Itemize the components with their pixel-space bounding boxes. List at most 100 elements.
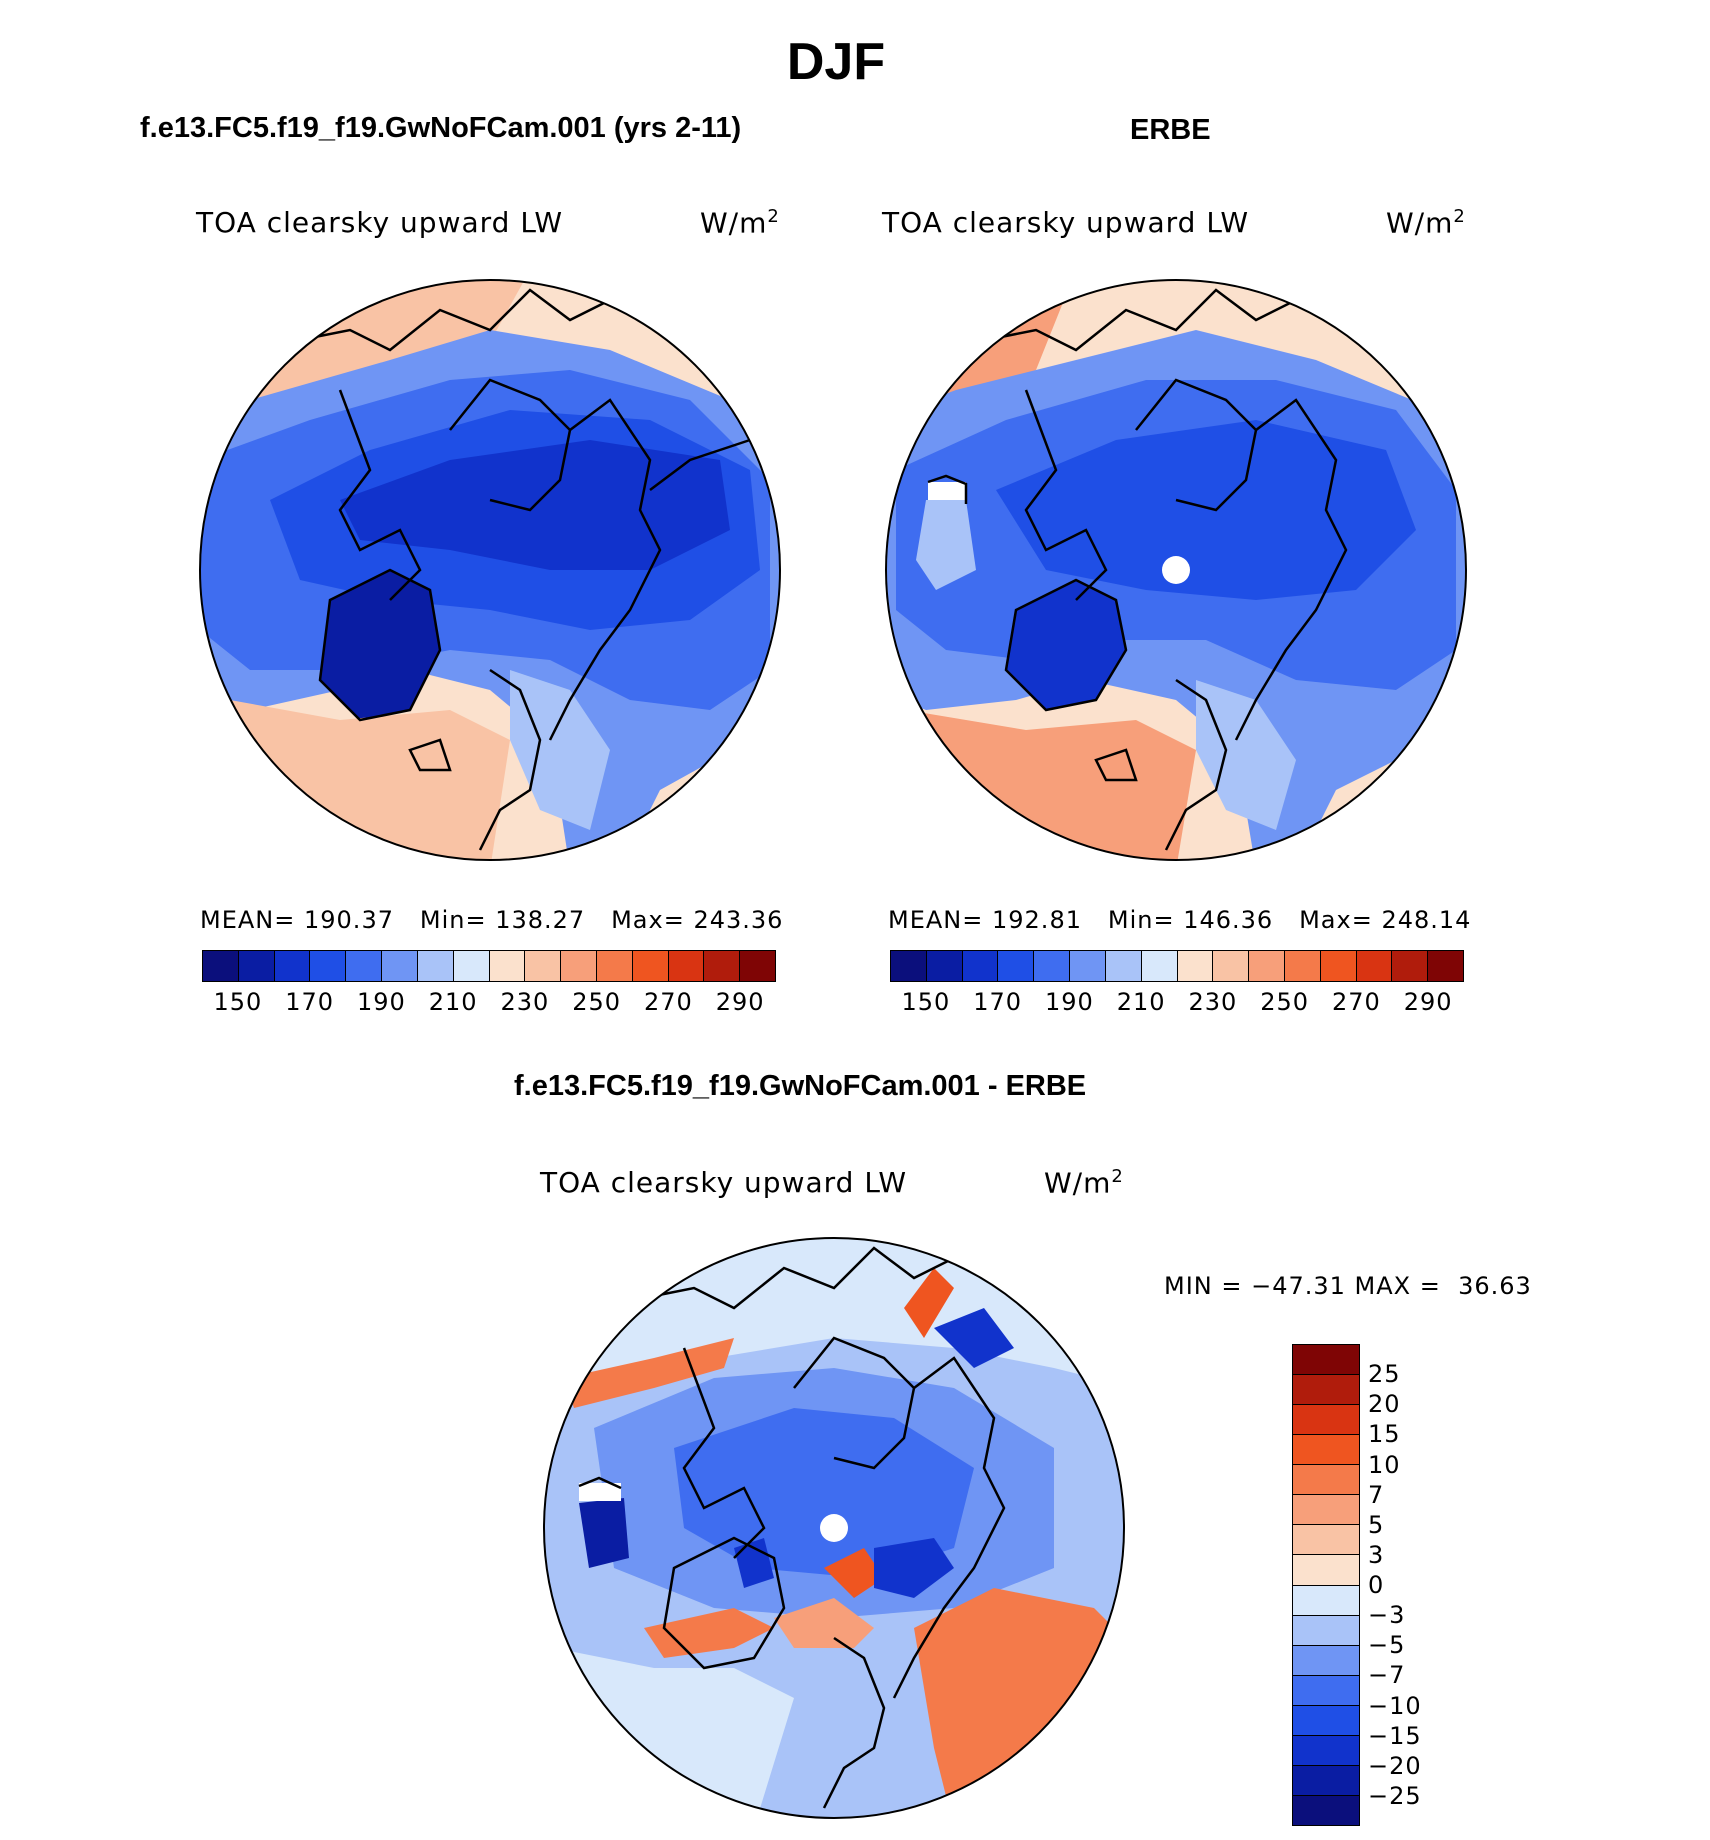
panel-3-stats: MIN = −47.31 MAX = 36.63 bbox=[1164, 1272, 1532, 1300]
panel-1-stats: MEAN= 190.37 Min= 138.27 Max= 243.36 bbox=[200, 906, 783, 934]
colorbar-swatch bbox=[346, 951, 383, 981]
colorbar-tick-label: 190 bbox=[356, 988, 406, 1016]
colorbar-tick-label: 25 bbox=[1368, 1360, 1401, 1389]
panel-1-min-value: 138.27 bbox=[495, 906, 586, 934]
map-2-greenland-low bbox=[1006, 580, 1126, 710]
colorbar-swatch bbox=[1293, 1734, 1359, 1765]
colorbar-swatch bbox=[668, 951, 705, 981]
map-3-red-patch-center bbox=[824, 1548, 884, 1598]
map-3-cold-patch-south bbox=[734, 1538, 774, 1588]
colorbar-swatch bbox=[1293, 1644, 1359, 1675]
colorbar-swatch bbox=[1293, 1794, 1359, 1825]
colorbar-tick-label: 230 bbox=[1188, 988, 1238, 1016]
panel-1-polar-map bbox=[199, 279, 781, 861]
colorbar-swatch bbox=[1293, 1434, 1359, 1465]
colorbar-swatch bbox=[926, 951, 963, 981]
colorbar-swatch bbox=[1034, 951, 1071, 981]
colorbar-swatch bbox=[525, 951, 562, 981]
map-2-pole-hole bbox=[1162, 556, 1190, 584]
colorbar-tick-label: −5 bbox=[1368, 1631, 1406, 1660]
colorbar-tick-label: 170 bbox=[973, 988, 1023, 1016]
map-2-missing-data-patch bbox=[928, 482, 966, 504]
map-2-coastlines bbox=[927, 288, 1348, 851]
map-1-greenland-low bbox=[320, 570, 440, 720]
colorbar-swatch bbox=[489, 951, 526, 981]
panel-2-title: ERBE bbox=[1130, 114, 1211, 146]
colorbar-tick-label: 170 bbox=[285, 988, 335, 1016]
panel-2-polar-map bbox=[885, 279, 1467, 861]
colorbar-swatch bbox=[1293, 1494, 1359, 1525]
colorbar-tick-label: 250 bbox=[572, 988, 622, 1016]
panel-3-units-sup: 2 bbox=[1111, 1166, 1124, 1187]
panel-1-mean-value: 190.37 bbox=[304, 906, 394, 934]
colorbar-swatch bbox=[1070, 951, 1106, 981]
colorbar-swatch bbox=[1320, 951, 1357, 981]
colorbar-tick-label: 10 bbox=[1368, 1450, 1401, 1479]
panel-2-units: W/m2 bbox=[1386, 206, 1466, 239]
colorbar-swatch bbox=[561, 951, 597, 981]
colorbar-swatch bbox=[1177, 951, 1214, 981]
panel-1-units: W/m2 bbox=[700, 206, 780, 239]
panel-1-variable: TOA clearsky upward LW bbox=[196, 206, 564, 239]
colorbar-swatch bbox=[1213, 951, 1250, 981]
map-2-region-pale-blue bbox=[1196, 680, 1296, 830]
colorbar-swatch bbox=[1428, 951, 1463, 981]
colorbar-tick-label: −7 bbox=[1368, 1661, 1406, 1690]
panel-1-title: f.e13.FC5.f19_f19.GwNoFCam.001 (yrs 2-11… bbox=[140, 112, 742, 144]
colorbar-tick-label: 290 bbox=[1403, 988, 1453, 1016]
colorbar-tick-label: 3 bbox=[1368, 1540, 1385, 1569]
colorbar-swatch bbox=[274, 951, 311, 981]
colorbar-swatch bbox=[1293, 1345, 1359, 1375]
panel-1-units-sup: 2 bbox=[767, 206, 780, 227]
panel-2-colorbar-ticks: 150 170 190 210 230 250 270 290 bbox=[890, 988, 1462, 1018]
panel-2-variable: TOA clearsky upward LW bbox=[882, 206, 1250, 239]
colorbar-tick-label: 5 bbox=[1368, 1510, 1385, 1539]
page-title: DJF bbox=[786, 33, 886, 91]
panel-2-max-label: Max= bbox=[1299, 906, 1373, 934]
colorbar-tick-label: 0 bbox=[1368, 1571, 1385, 1599]
colorbar-swatch bbox=[632, 951, 669, 981]
colorbar-swatch bbox=[1249, 951, 1285, 981]
colorbar-tick-label: −10 bbox=[1368, 1691, 1422, 1720]
map-3-cold-patch-west bbox=[579, 1498, 629, 1568]
map-3-warm-band-northeast bbox=[904, 1268, 954, 1338]
map-2-region-atlantic-warm bbox=[886, 710, 1196, 860]
colorbar-swatch bbox=[1392, 951, 1429, 981]
colorbar-swatch bbox=[417, 951, 454, 981]
map-3-cold-patch-center bbox=[874, 1538, 954, 1598]
map-3-missing-data-patch bbox=[579, 1483, 621, 1501]
panel-2-units-text: W/m bbox=[1386, 206, 1454, 240]
panel-3-variable: TOA clearsky upward LW bbox=[540, 1166, 908, 1199]
panel-1-colorbar bbox=[202, 950, 776, 982]
panel-3-colorbar bbox=[1292, 1344, 1360, 1826]
colorbar-swatch bbox=[962, 951, 999, 981]
map-1-region-atlantic-warm bbox=[200, 700, 510, 860]
colorbar-swatch bbox=[1293, 1524, 1359, 1555]
colorbar-swatch bbox=[704, 951, 741, 981]
colorbar-swatch bbox=[1293, 1584, 1359, 1615]
colorbar-swatch bbox=[1293, 1464, 1359, 1495]
panel-1-units-text: W/m bbox=[700, 206, 768, 240]
colorbar-tick-label: 15 bbox=[1368, 1420, 1401, 1449]
panel-2-min-label: Min= bbox=[1107, 906, 1175, 934]
colorbar-tick-label: 290 bbox=[715, 988, 765, 1016]
colorbar-swatch bbox=[453, 951, 490, 981]
panel-3-colorbar-ticks: 25 20 15 10 7 5 3 0 −3 −5 −7 −10 −15 −20 −25 bbox=[1368, 1344, 1488, 1824]
colorbar-swatch bbox=[1141, 951, 1178, 981]
map-3-warm-streak-center bbox=[774, 1598, 874, 1648]
panel-2-colorbar bbox=[890, 950, 1464, 982]
colorbar-swatch bbox=[596, 951, 633, 981]
map-3-warm-streak-south bbox=[644, 1608, 774, 1658]
map-3-warm-region-southeast bbox=[914, 1588, 1124, 1818]
colorbar-swatch bbox=[1293, 1704, 1359, 1735]
panel-1-colorbar-ticks: 150 170 190 210 230 250 270 290 bbox=[202, 988, 774, 1018]
colorbar-tick-label: 20 bbox=[1368, 1390, 1401, 1419]
colorbar-tick-label: 150 bbox=[901, 988, 951, 1016]
colorbar-swatch bbox=[1356, 951, 1393, 981]
panel-2-units-sup: 2 bbox=[1453, 206, 1466, 227]
colorbar-swatch bbox=[998, 951, 1035, 981]
panel-2-max-value: 248.14 bbox=[1381, 906, 1472, 934]
colorbar-tick-label: 210 bbox=[428, 988, 478, 1016]
colorbar-tick-label: 7 bbox=[1368, 1480, 1385, 1509]
colorbar-tick-label: 150 bbox=[213, 988, 263, 1016]
